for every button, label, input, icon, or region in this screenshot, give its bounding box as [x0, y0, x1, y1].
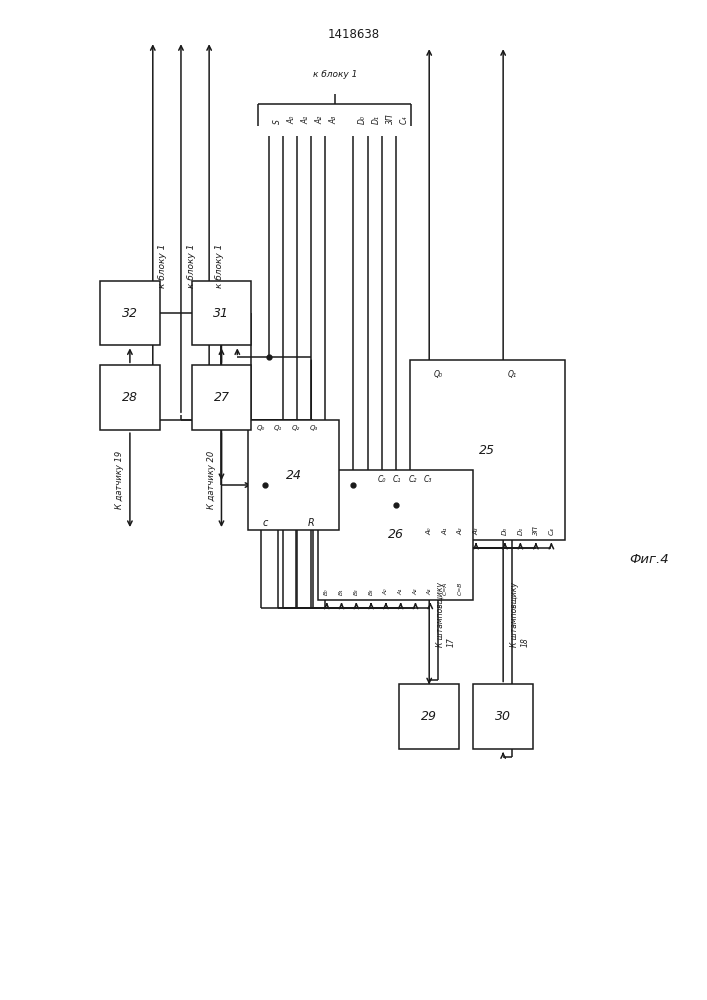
Text: Q₁: Q₁	[508, 370, 516, 379]
Text: Q₂: Q₂	[291, 425, 300, 431]
Bar	[100, 281, 160, 345]
Text: К датчику 20: К датчику 20	[207, 451, 216, 509]
Text: 29: 29	[421, 710, 437, 723]
Bar	[100, 365, 160, 430]
Bar	[192, 281, 252, 345]
Bar	[410, 360, 565, 540]
Text: Q₀: Q₀	[433, 370, 443, 379]
Bar	[192, 365, 252, 430]
Text: B₀: B₀	[325, 588, 329, 595]
Text: R: R	[308, 518, 315, 528]
Text: D₀: D₀	[502, 527, 508, 535]
Text: 26: 26	[387, 528, 404, 541]
Text: К штамповщику
18: К штамповщику 18	[510, 582, 530, 647]
Text: A₂: A₂	[457, 527, 464, 535]
Text: D₀: D₀	[358, 115, 367, 124]
Text: A₁: A₁	[398, 588, 403, 595]
Text: К штамповщику
17: К штамповщику 17	[436, 582, 455, 647]
Text: B₃: B₃	[368, 588, 373, 595]
Text: A₃: A₃	[473, 527, 479, 535]
Text: C=B: C=B	[457, 581, 462, 595]
Text: A₁: A₁	[442, 527, 448, 535]
Text: B₂: B₂	[354, 588, 359, 595]
Text: A₀: A₀	[287, 116, 296, 124]
Text: Фиг.4: Фиг.4	[629, 553, 669, 566]
Text: к блоку 1: к блоку 1	[187, 243, 196, 288]
Text: C₄: C₄	[549, 527, 554, 535]
Text: D₁: D₁	[372, 115, 381, 124]
Text: A₂: A₂	[413, 588, 418, 595]
Text: C₁: C₁	[393, 475, 402, 484]
Text: A₀: A₀	[426, 527, 433, 535]
Text: c: c	[262, 518, 267, 528]
Text: К датчику 19: К датчику 19	[115, 451, 124, 509]
Text: C₂: C₂	[409, 475, 417, 484]
Text: C₀: C₀	[378, 475, 386, 484]
Text: B₁: B₁	[339, 588, 344, 595]
Text: C=A: C=A	[443, 581, 448, 595]
Bar	[399, 684, 459, 749]
Text: A₀: A₀	[383, 588, 388, 595]
Text: Q₀: Q₀	[257, 425, 264, 431]
Text: к блоку 1: к блоку 1	[158, 243, 168, 288]
Bar	[318, 470, 473, 600]
Text: Q₃: Q₃	[309, 425, 317, 431]
Text: 30: 30	[495, 710, 511, 723]
Text: 32: 32	[122, 307, 138, 320]
Text: 27: 27	[214, 391, 230, 404]
Text: 3П: 3П	[533, 525, 539, 535]
Text: к блоку 1: к блоку 1	[312, 70, 357, 79]
Text: A₃: A₃	[329, 116, 339, 124]
Text: S: S	[273, 119, 282, 124]
Text: A₃: A₃	[428, 588, 433, 595]
Text: 3П: 3П	[386, 113, 395, 124]
Text: 25: 25	[479, 444, 496, 457]
Text: 31: 31	[214, 307, 230, 320]
Text: C₃: C₃	[424, 475, 433, 484]
Text: 1418638: 1418638	[327, 28, 380, 41]
Text: C₄: C₄	[400, 116, 409, 124]
Bar	[248, 420, 339, 530]
Bar	[473, 684, 533, 749]
Text: A₁: A₁	[301, 116, 310, 124]
Text: Q₁: Q₁	[274, 425, 282, 431]
Text: 28: 28	[122, 391, 138, 404]
Text: D₁: D₁	[518, 527, 523, 535]
Text: к блоку 1: к блоку 1	[215, 243, 224, 288]
Text: 24: 24	[286, 469, 302, 482]
Text: A₂: A₂	[315, 116, 325, 124]
